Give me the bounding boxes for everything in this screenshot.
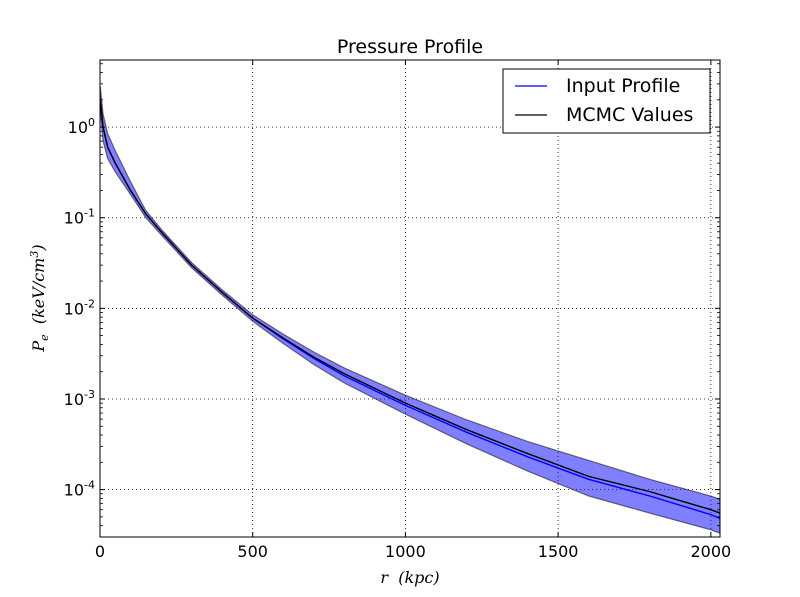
legend: Input Profile MCMC Values <box>502 68 711 134</box>
y-tick-label: 10-3 <box>64 388 95 409</box>
legend-label-mcmc-values: MCMC Values <box>566 104 693 126</box>
x-ticks: 0 500 1000 1500 2000 <box>95 60 731 561</box>
y-axis-label-main: P <box>29 341 48 353</box>
y-axis-label: Pe (keV/cm3) <box>28 244 51 352</box>
y-axis-label-subscript: e <box>38 334 51 341</box>
y-tick-label: 10-1 <box>64 207 95 228</box>
legend-label-input-profile: Input Profile <box>566 75 680 97</box>
x-tick-label: 500 <box>237 542 268 561</box>
x-tick-label: 1000 <box>385 542 426 561</box>
y-ticks: 100 10-1 10-2 10-3 10-4 <box>64 63 720 538</box>
x-axis-label: r (kpc) <box>380 568 439 587</box>
y-axis-label-superscript: 3 <box>28 251 41 258</box>
band-area <box>100 86 720 534</box>
y-tick-label: 100 <box>68 116 95 137</box>
y-tick-label: 10-4 <box>64 479 95 500</box>
x-tick-label: 2000 <box>690 542 731 561</box>
series-line-mcmc-values <box>100 99 720 514</box>
plot-frame <box>99 59 721 538</box>
x-tick-label: 1500 <box>538 542 579 561</box>
chart-title: Pressure Profile <box>337 36 483 58</box>
legend-box <box>502 68 711 134</box>
series-line-input-profile <box>100 99 720 520</box>
x-tick-label: 0 <box>95 542 105 561</box>
uncertainty-band <box>100 86 720 534</box>
series-lines <box>100 99 720 520</box>
y-axis-label-close: ) <box>29 244 48 251</box>
y-tick-label: 10-2 <box>64 297 95 318</box>
y-axis-label-units: (keV/cm <box>29 258 48 335</box>
